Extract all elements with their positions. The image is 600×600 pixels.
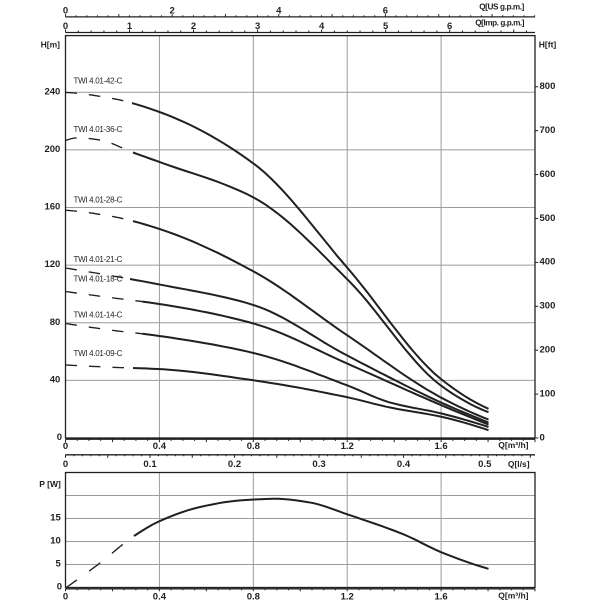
svg-text:200: 200: [540, 344, 556, 355]
svg-text:1.6: 1.6: [434, 441, 447, 452]
svg-text:4: 4: [319, 21, 325, 32]
svg-text:Q[m³/h]: Q[m³/h]: [498, 591, 528, 600]
svg-text:6: 6: [447, 21, 452, 32]
svg-text:0.2: 0.2: [228, 459, 241, 470]
svg-text:40: 40: [50, 374, 61, 385]
svg-text:0.4: 0.4: [153, 441, 167, 452]
svg-text:TWI 4.01-09-C: TWI 4.01-09-C: [74, 349, 123, 358]
svg-text:200: 200: [44, 144, 60, 155]
svg-text:700: 700: [540, 125, 556, 136]
svg-text:800: 800: [540, 81, 556, 92]
svg-text:2: 2: [191, 21, 196, 32]
svg-text:5: 5: [56, 559, 62, 570]
svg-text:1.2: 1.2: [341, 591, 354, 600]
svg-text:0.8: 0.8: [247, 591, 260, 600]
svg-text:0: 0: [63, 591, 68, 600]
svg-text:0.4: 0.4: [397, 459, 411, 470]
svg-text:0: 0: [57, 432, 62, 443]
svg-text:240: 240: [44, 86, 60, 97]
svg-text:0: 0: [63, 21, 68, 32]
svg-text:0.8: 0.8: [247, 441, 260, 452]
svg-text:0: 0: [57, 582, 62, 593]
svg-text:10: 10: [50, 536, 61, 547]
svg-text:TWI 4.01-28-C: TWI 4.01-28-C: [74, 195, 123, 204]
svg-text:6: 6: [383, 5, 388, 16]
svg-text:0: 0: [63, 459, 68, 470]
svg-text:1.6: 1.6: [434, 591, 447, 600]
svg-text:100: 100: [540, 388, 556, 399]
svg-text:Q[l/s]: Q[l/s]: [508, 459, 530, 469]
svg-text:H[m]: H[m]: [41, 40, 61, 50]
svg-text:0: 0: [63, 5, 68, 16]
svg-text:5: 5: [383, 21, 389, 32]
svg-text:TWI 4.01-14-C: TWI 4.01-14-C: [74, 310, 123, 319]
svg-text:Q[m³/h]: Q[m³/h]: [498, 440, 528, 450]
svg-text:TWI 4.01-18-C: TWI 4.01-18-C: [74, 274, 123, 283]
svg-text:0.4: 0.4: [153, 591, 167, 600]
svg-text:400: 400: [540, 257, 556, 268]
svg-text:15: 15: [50, 513, 61, 524]
svg-text:TWI 4.01-21-C: TWI 4.01-21-C: [74, 255, 123, 264]
svg-text:1: 1: [127, 21, 133, 32]
svg-text:TWI 4.01-36-C: TWI 4.01-36-C: [74, 125, 123, 134]
svg-text:4: 4: [276, 5, 282, 16]
svg-text:300: 300: [540, 301, 556, 312]
svg-text:600: 600: [540, 169, 556, 180]
svg-text:1.2: 1.2: [341, 441, 354, 452]
svg-text:0.5: 0.5: [478, 459, 492, 470]
svg-text:Q[Imp. g.p.m.]: Q[Imp. g.p.m.]: [475, 19, 524, 28]
svg-text:500: 500: [540, 213, 556, 224]
svg-text:0: 0: [540, 432, 545, 443]
svg-text:H[ft]: H[ft]: [539, 40, 557, 50]
svg-text:0.1: 0.1: [143, 459, 157, 470]
svg-text:P [W]: P [W]: [39, 479, 61, 489]
svg-text:0.3: 0.3: [312, 459, 325, 470]
svg-text:120: 120: [44, 259, 60, 270]
svg-text:0: 0: [63, 441, 68, 452]
svg-text:80: 80: [50, 317, 61, 328]
svg-text:TWI 4.01-42-C: TWI 4.01-42-C: [74, 76, 123, 85]
svg-text:2: 2: [169, 5, 174, 16]
svg-text:Q[US g.p.m.]: Q[US g.p.m.]: [479, 2, 524, 11]
svg-text:3: 3: [255, 21, 260, 32]
svg-text:160: 160: [44, 202, 60, 213]
